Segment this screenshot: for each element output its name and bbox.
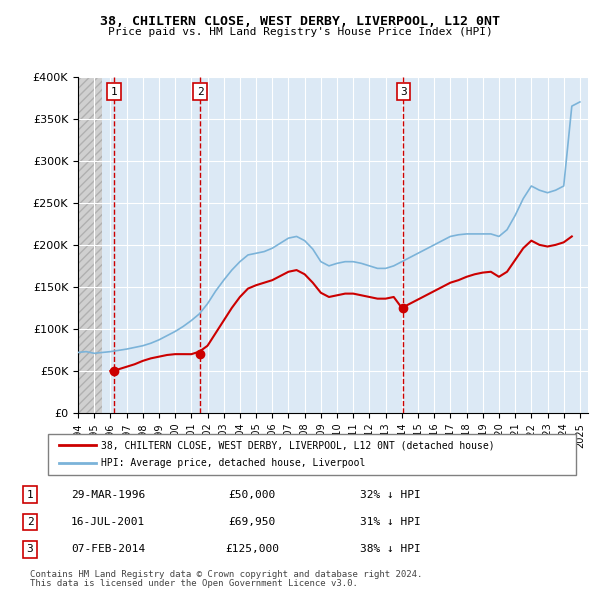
- Text: 16-JUL-2001: 16-JUL-2001: [71, 517, 145, 527]
- Bar: [78, 77, 102, 413]
- Text: 38% ↓ HPI: 38% ↓ HPI: [359, 545, 421, 555]
- Text: 38, CHILTERN CLOSE, WEST DERBY, LIVERPOOL, L12 0NT: 38, CHILTERN CLOSE, WEST DERBY, LIVERPOO…: [100, 15, 500, 28]
- Text: 1: 1: [26, 490, 34, 500]
- Text: 3: 3: [26, 545, 34, 555]
- Text: 38, CHILTERN CLOSE, WEST DERBY, LIVERPOOL, L12 0NT (detached house): 38, CHILTERN CLOSE, WEST DERBY, LIVERPOO…: [101, 440, 494, 450]
- Text: 29-MAR-1996: 29-MAR-1996: [71, 490, 145, 500]
- FancyBboxPatch shape: [48, 434, 576, 475]
- Text: 32% ↓ HPI: 32% ↓ HPI: [359, 490, 421, 500]
- Text: £50,000: £50,000: [229, 490, 275, 500]
- Text: 07-FEB-2014: 07-FEB-2014: [71, 545, 145, 555]
- Text: Price paid vs. HM Land Registry's House Price Index (HPI): Price paid vs. HM Land Registry's House …: [107, 27, 493, 37]
- Text: £69,950: £69,950: [229, 517, 275, 527]
- Text: Contains HM Land Registry data © Crown copyright and database right 2024.: Contains HM Land Registry data © Crown c…: [30, 571, 422, 579]
- Text: £125,000: £125,000: [225, 545, 279, 555]
- Text: 2: 2: [197, 87, 203, 97]
- Text: 2: 2: [26, 517, 34, 527]
- Text: 1: 1: [111, 87, 118, 97]
- Text: 3: 3: [400, 87, 407, 97]
- Text: This data is licensed under the Open Government Licence v3.0.: This data is licensed under the Open Gov…: [30, 579, 358, 588]
- Text: HPI: Average price, detached house, Liverpool: HPI: Average price, detached house, Live…: [101, 458, 365, 468]
- Text: 31% ↓ HPI: 31% ↓ HPI: [359, 517, 421, 527]
